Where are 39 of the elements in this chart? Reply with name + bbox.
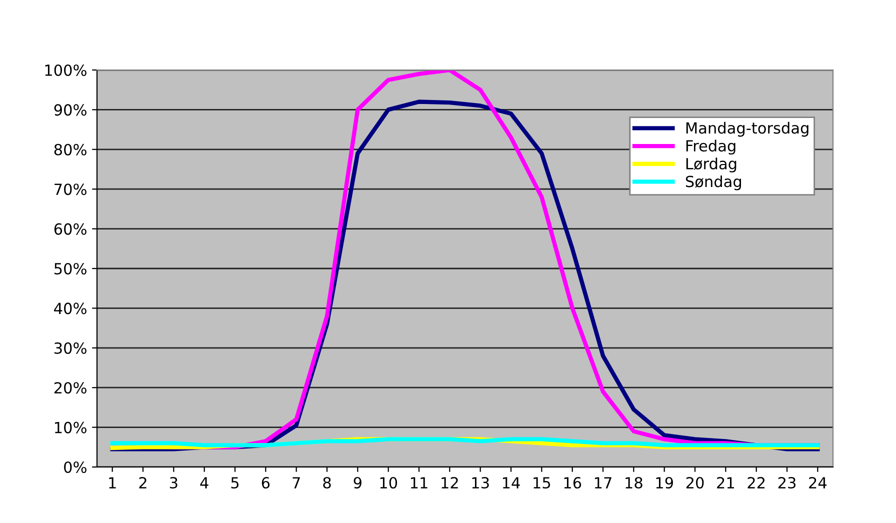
x-tick-label: 8 — [323, 476, 331, 489]
x-tick-label: 10 — [380, 476, 398, 489]
x-tick-label: 18 — [626, 476, 642, 489]
x-tick-label: 4 — [200, 477, 208, 488]
y-tick-label: 70% — [54, 184, 86, 196]
x-tick-label: 12 — [442, 476, 458, 488]
x-tick-label: 19 — [656, 476, 673, 489]
x-tick-label: 16 — [564, 476, 582, 489]
legend-label: Søndag — [686, 175, 741, 190]
y-tick-label: 50% — [54, 262, 86, 275]
legend-label: Fredag — [686, 140, 736, 155]
x-tick-label: 23 — [778, 476, 796, 489]
x-tick-label: 13 — [472, 476, 489, 489]
y-tick-label: 90% — [54, 104, 86, 116]
x-tick-label: 11 — [410, 477, 428, 488]
y-tick-label: 10% — [55, 422, 86, 434]
y-tick-label: 20% — [54, 382, 86, 394]
x-tick-label: 17 — [594, 477, 612, 488]
x-tick-label: 1 — [109, 477, 116, 488]
x-tick-label: 21 — [717, 476, 734, 488]
x-tick-label: 3 — [170, 476, 178, 489]
y-tick-label: 80% — [54, 144, 86, 156]
x-tick-label: 9 — [354, 476, 362, 489]
y-tick-label: 30% — [54, 342, 86, 354]
x-tick-label: 15 — [534, 477, 550, 489]
x-tick-label: 7 — [292, 477, 300, 488]
y-tick-label: 60% — [54, 223, 86, 235]
x-tick-label: 20 — [686, 476, 704, 489]
y-tick-label: 40% — [54, 302, 86, 314]
legend-label: Lørdag — [686, 158, 736, 172]
legend-label: Mandag-torsdag — [686, 122, 808, 137]
x-tick-label: 5 — [231, 477, 239, 489]
x-tick-label: 2 — [139, 476, 146, 488]
y-tick-label: 100% — [45, 64, 86, 76]
x-tick-label: 6 — [262, 476, 270, 489]
x-tick-label: 24 — [809, 476, 827, 488]
y-tick-label: 0% — [64, 461, 86, 474]
x-tick-label: 14 — [502, 477, 520, 488]
x-tick-label: 22 — [748, 476, 765, 488]
